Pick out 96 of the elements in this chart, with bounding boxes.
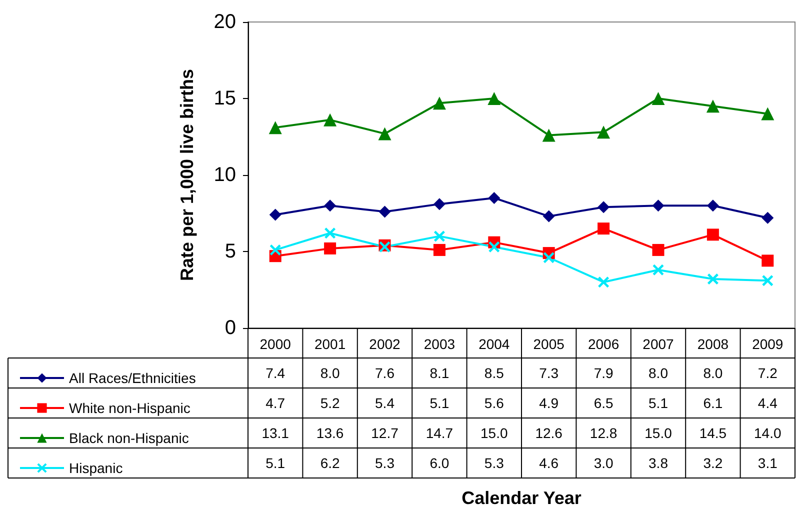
data-label: 6.1 [703,395,723,411]
data-label: 6.0 [430,455,450,471]
point [378,127,392,140]
point [270,244,281,256]
x-tick-label: 2000 [260,336,292,352]
point [324,242,336,254]
point [269,208,282,221]
x-tick-label: 2003 [424,336,456,352]
x-tick-label: 2006 [588,336,620,352]
data-label: 12.6 [535,425,563,441]
data-label: 13.6 [316,425,344,441]
data-label: 8.5 [484,365,504,381]
y-tick-label: 10 [214,164,236,186]
data-label: 15.0 [480,425,508,441]
point [761,107,774,120]
data-label: 7.4 [266,365,286,381]
data-label: 12.7 [371,425,399,441]
point [706,100,720,113]
x-tick-label: 2008 [697,336,729,352]
point [762,275,774,286]
point [652,200,664,212]
point [706,200,719,212]
data-label: 6.2 [320,455,340,471]
point [762,254,774,267]
point [433,244,446,256]
legend-label: Hispanic [69,460,123,476]
point [324,113,337,126]
point [543,252,554,264]
data-label: 13.1 [262,425,290,441]
data-label: 6.5 [594,395,614,411]
data-label: 14.5 [699,425,727,441]
data-label: 5.6 [484,395,504,411]
data-label: 8.0 [648,365,668,381]
data-label: 8.0 [320,365,340,381]
data-label: 5.3 [484,455,504,471]
x-tick-label: 2004 [478,336,510,352]
point [652,92,665,105]
data-label: 14.0 [754,425,782,441]
point [378,206,391,218]
point [597,126,610,139]
data-label: 5.1 [430,395,450,411]
y-tick-label: 15 [214,88,236,110]
point [268,121,282,134]
point [598,276,610,288]
data-label: 8.0 [703,365,723,381]
data-label: 4.9 [539,395,559,411]
data-label: 5.4 [375,395,395,411]
y-tick-label: 20 [214,11,236,33]
point [706,228,719,241]
data-label: 14.7 [426,425,454,441]
y-axis-title: Rate per 1,000 live births [177,68,197,282]
point [762,212,774,224]
data-label: 3.1 [758,455,778,471]
x-tick-label: 2009 [752,336,784,352]
legend-label: White non-Hispanic [69,400,190,416]
point [598,222,610,235]
data-label: 3.0 [594,455,614,471]
data-label: 7.9 [594,365,614,381]
x-tick-label: 2002 [369,336,401,352]
point [488,192,500,204]
data-label: 3.2 [703,455,723,471]
point [324,228,336,239]
point [652,264,664,276]
legend-label: Black non-Hispanic [69,430,189,446]
data-label: 3.8 [648,455,668,471]
data-label: 4.6 [539,455,559,471]
point [434,230,445,242]
data-label: 5.1 [648,395,668,411]
data-label: 5.1 [266,455,286,471]
point [598,201,610,214]
data-label: 4.7 [266,395,286,411]
point [488,92,501,105]
legend-label: All Races/Ethnicities [69,370,196,386]
x-tick-label: 2007 [642,336,674,352]
data-label: 5.3 [375,455,395,471]
point [432,96,446,110]
x-tick-label: 2001 [314,336,346,352]
point [542,128,556,142]
text: Calendar Year [462,488,582,508]
data-label: 5.2 [320,395,340,411]
data-label: 7.3 [539,365,559,381]
data-label: 7.2 [758,365,778,381]
data-label: 7.6 [375,365,395,381]
data-label: 4.4 [758,395,778,411]
data-label: 12.8 [590,425,618,441]
point [433,198,446,210]
point [488,241,500,252]
x-tick-label: 2005 [533,336,565,352]
point [542,210,555,222]
data-label: 8.1 [430,365,450,381]
y-tick-label: 5 [224,240,236,262]
point [324,200,336,212]
point [652,244,664,256]
data-label: 15.0 [644,425,672,441]
point [707,274,718,285]
y-tick-label: 0 [224,317,236,339]
